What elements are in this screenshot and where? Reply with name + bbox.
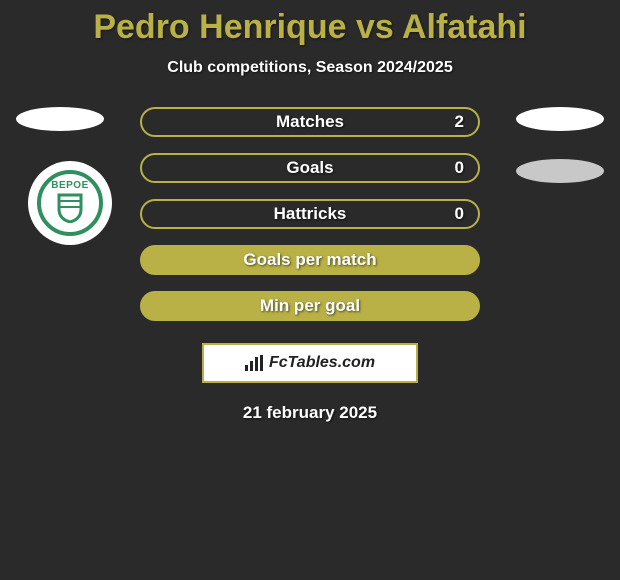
bar-chart-icon [245,355,263,371]
comparison-area: BEPOE Matches 2 Goals 0 Hattricks 0 [0,107,620,423]
stat-label: Hattricks [274,204,347,224]
stat-bars: Matches 2 Goals 0 Hattricks 0 Goals per … [140,107,480,321]
stat-bar-matches: Matches 2 [140,107,480,137]
club-logo-left: BEPOE [28,161,112,245]
stat-bar-goals: Goals 0 [140,153,480,183]
stat-label: Goals [286,158,333,178]
avatar-right-placeholder-1 [516,107,604,131]
avatar-right-placeholder-2 [516,159,604,183]
branding-text: FcTables.com [269,354,375,372]
date-label: 21 february 2025 [0,403,620,423]
page-title: Pedro Henrique vs Alfatahi [0,8,620,47]
shield-icon [55,193,85,223]
stat-bar-hattricks: Hattricks 0 [140,199,480,229]
stat-value: 0 [455,204,464,224]
stat-bar-goals-per-match: Goals per match [140,245,480,275]
avatar-left-placeholder [16,107,104,131]
stat-bar-min-per-goal: Min per goal [140,291,480,321]
branding-box: FcTables.com [202,343,418,383]
club-logo-text: BEPOE [51,180,89,191]
stat-label: Goals per match [243,250,376,270]
stat-label: Min per goal [260,296,360,316]
stat-value: 2 [455,112,464,132]
subtitle: Club competitions, Season 2024/2025 [0,59,620,77]
stat-value: 0 [455,158,464,178]
stat-label: Matches [276,112,344,132]
